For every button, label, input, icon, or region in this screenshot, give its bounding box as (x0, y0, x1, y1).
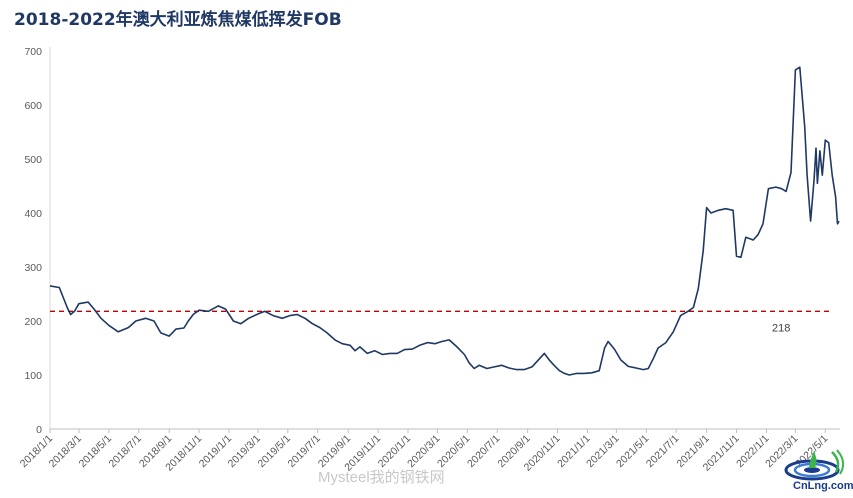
y-axis-ticks: 0 100 200 300 400 500 600 700 (24, 46, 42, 436)
y-tick-label: 100 (24, 370, 42, 382)
y-tick-label: 600 (24, 100, 42, 112)
chart-title: 2018-2022年澳大利亚炼焦煤低挥发FOB (14, 10, 342, 30)
y-tick-label: 700 (24, 46, 42, 58)
y-tick-label: 500 (24, 154, 42, 166)
series-line (49, 66, 840, 376)
y-tick-label: 400 (24, 208, 42, 220)
y-tick-label: 0 (36, 424, 42, 436)
cnlng-logo-icon (784, 449, 845, 481)
y-tick-label: 300 (24, 262, 42, 274)
watermark: Mysteel我的钢铁网 (318, 469, 445, 486)
reference-line-label: 218 (772, 322, 790, 334)
logo-text: CnLng.com (793, 480, 853, 492)
y-tick-label: 200 (24, 316, 42, 328)
